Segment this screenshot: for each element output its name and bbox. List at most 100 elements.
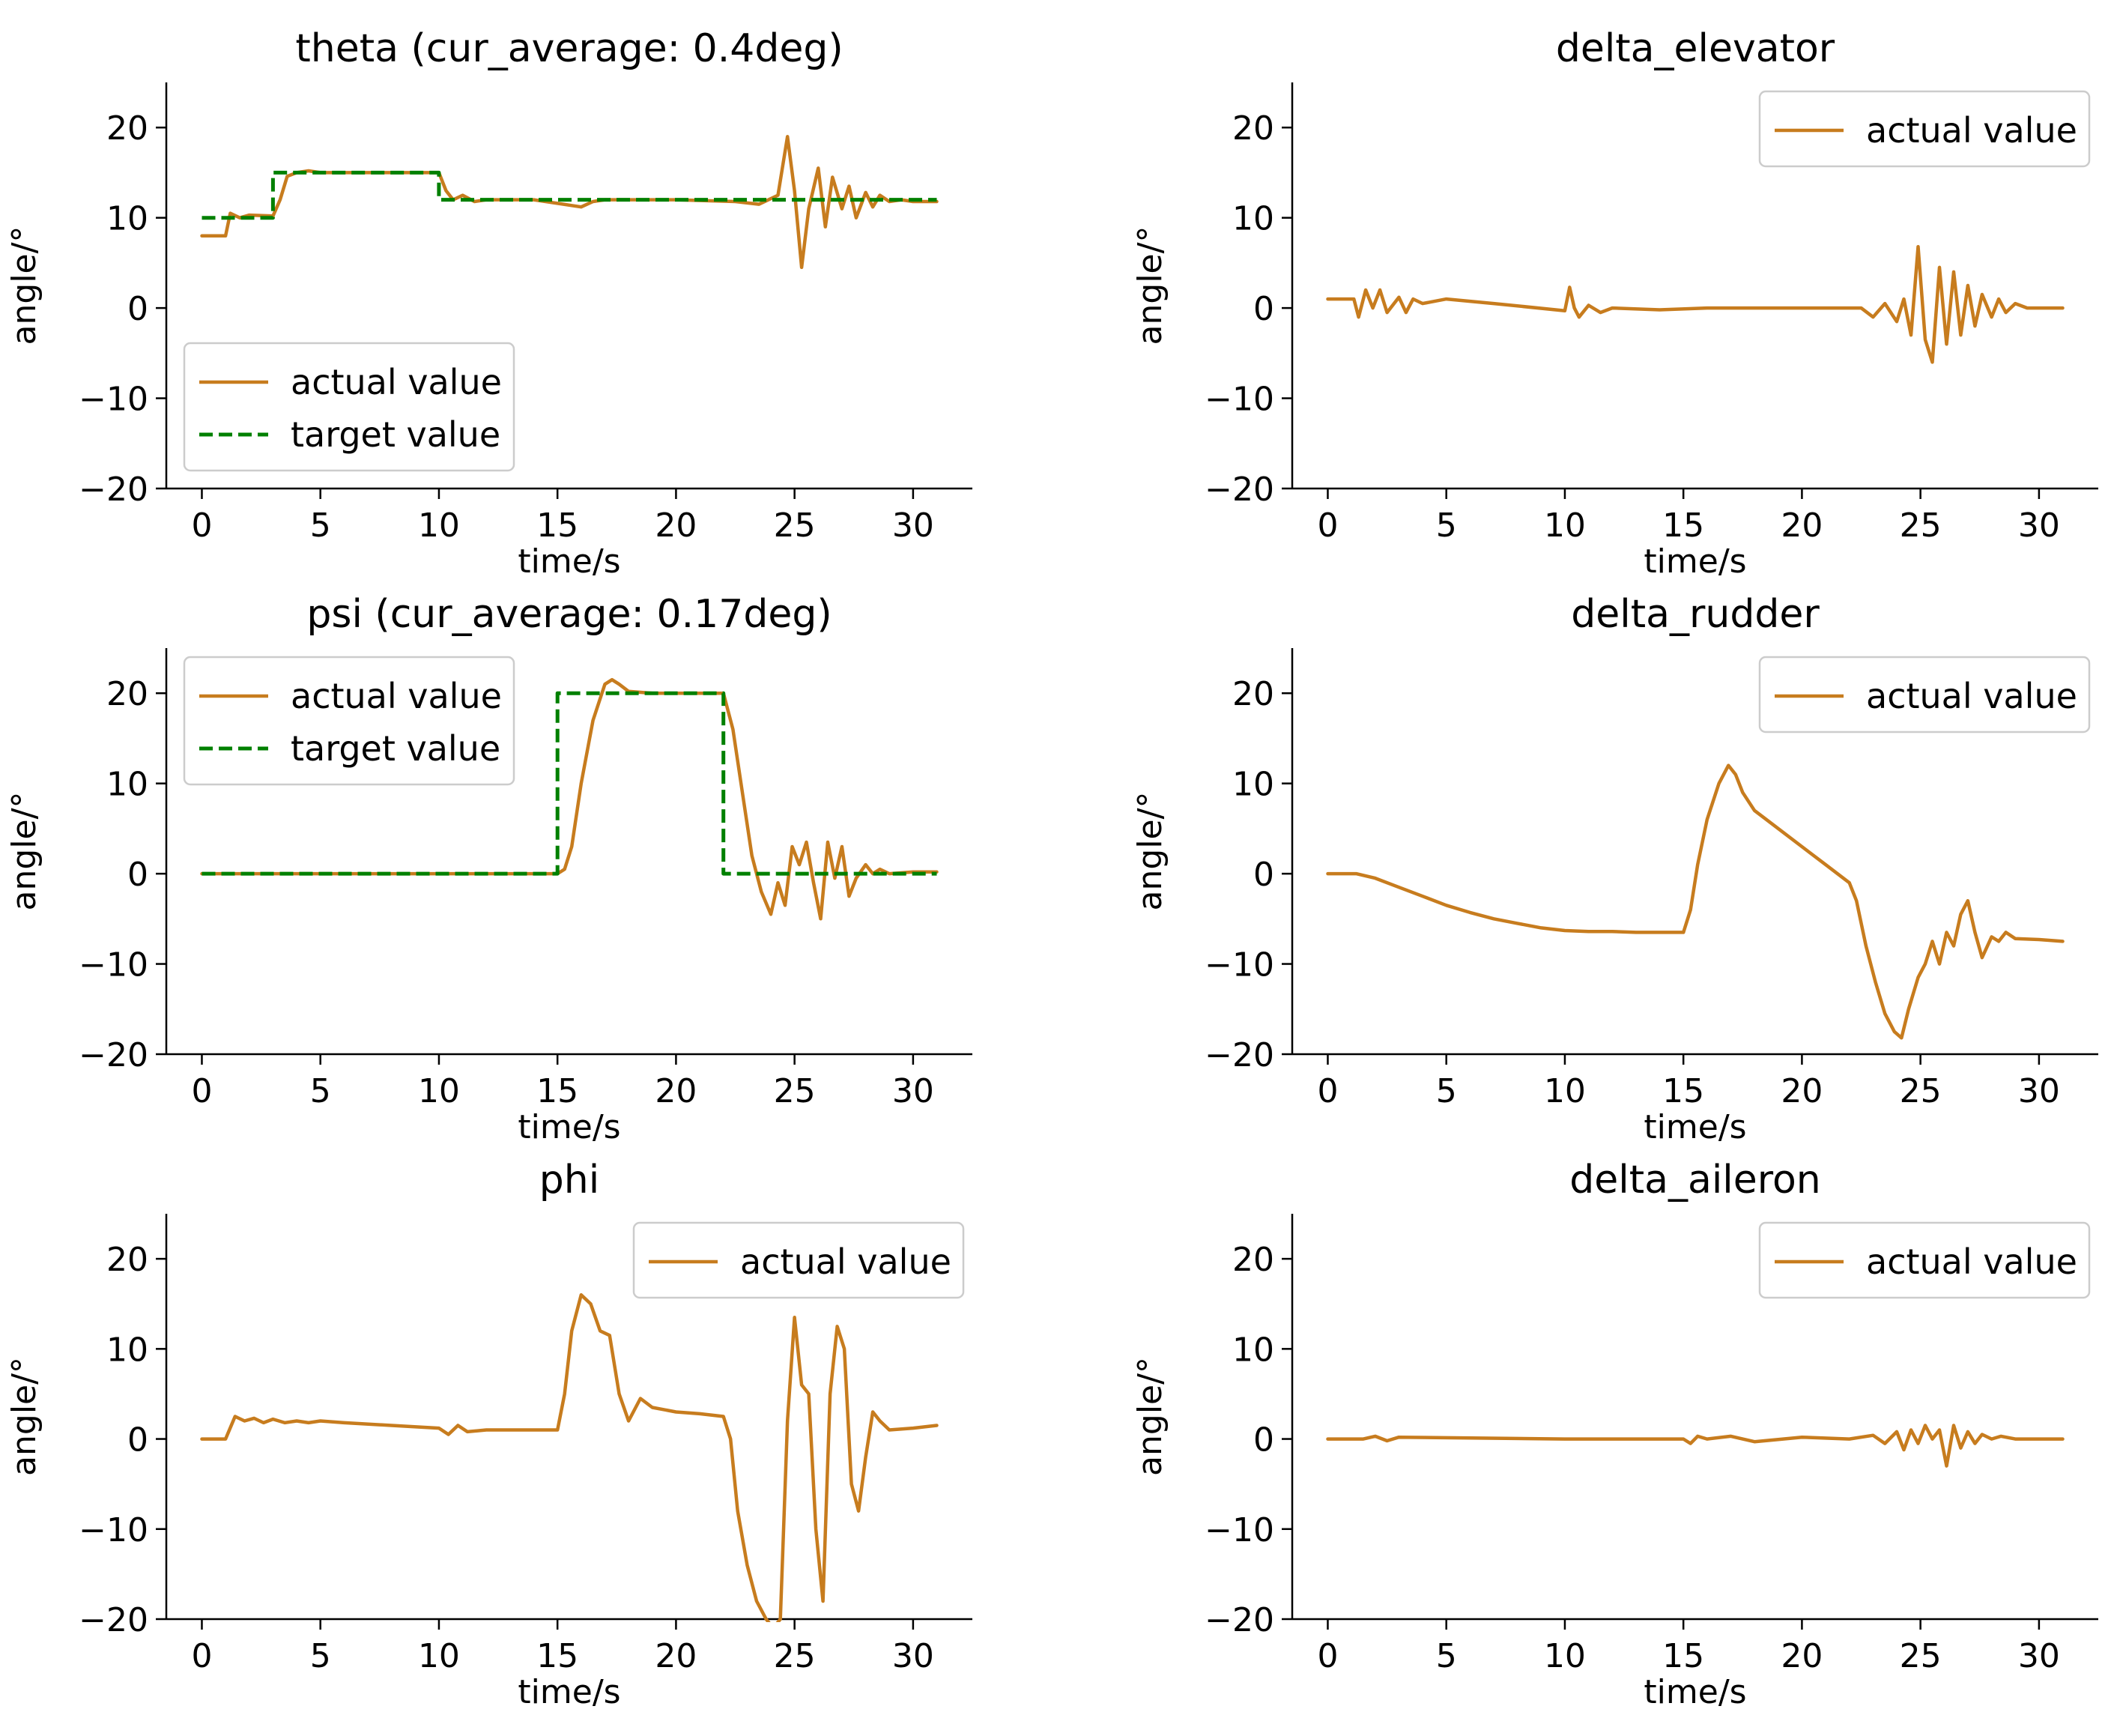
y-tick-label: −20 bbox=[1205, 1036, 1274, 1074]
chart-title: delta_elevator bbox=[1556, 26, 1835, 71]
x-tick-label: 15 bbox=[536, 1637, 578, 1675]
series-line-actual-value bbox=[200, 1292, 939, 1622]
y-tick-label: −20 bbox=[1205, 1601, 1274, 1639]
y-tick-label: 10 bbox=[106, 1331, 148, 1369]
y-tick-label: 20 bbox=[106, 675, 148, 713]
legend-label: target value bbox=[291, 414, 500, 455]
x-tick-label: 20 bbox=[655, 506, 697, 545]
y-axis-label: angle/° bbox=[1131, 226, 1169, 345]
series-line-target-value bbox=[202, 170, 937, 220]
y-axis-label: angle/° bbox=[5, 226, 43, 345]
y-tick-label: 10 bbox=[1232, 766, 1274, 804]
legend: actual value bbox=[632, 1221, 965, 1299]
x-tick-label: 25 bbox=[774, 506, 816, 545]
y-tick-label: −20 bbox=[79, 1601, 148, 1639]
series-line-actual-value bbox=[1326, 763, 2065, 1040]
legend-label: actual value bbox=[740, 1241, 951, 1282]
y-axis-label: angle/° bbox=[5, 1357, 43, 1476]
x-tick-label: 0 bbox=[1317, 1637, 1338, 1675]
y-tick-label: 20 bbox=[106, 1241, 148, 1279]
x-tick-label: 0 bbox=[1317, 506, 1338, 545]
plot-lines bbox=[1326, 763, 2065, 1040]
legend-label: actual value bbox=[1866, 110, 2077, 151]
legend-box bbox=[183, 656, 515, 786]
y-tick-label: −20 bbox=[79, 1036, 148, 1074]
legend-box bbox=[183, 342, 515, 472]
x-axis-label: time/s bbox=[518, 542, 620, 581]
y-tick-label: 20 bbox=[1232, 109, 1274, 148]
legend-box bbox=[1758, 656, 2091, 734]
x-tick-label: 20 bbox=[1781, 1072, 1823, 1110]
plot-lines bbox=[1326, 1424, 2065, 1468]
series-line-actual-value bbox=[1326, 1424, 2065, 1468]
x-tick-label: 25 bbox=[1900, 1072, 1942, 1110]
x-tick-label: 5 bbox=[310, 1637, 331, 1675]
x-tick-label: 10 bbox=[1544, 506, 1586, 545]
x-tick-label: 30 bbox=[2018, 1072, 2060, 1110]
x-tick-label: 0 bbox=[1317, 1072, 1338, 1110]
x-tick-label: 5 bbox=[310, 506, 331, 545]
x-tick-label: 0 bbox=[191, 1637, 212, 1675]
plot-lines bbox=[200, 135, 939, 270]
x-tick-label: 0 bbox=[191, 506, 212, 545]
legend-label: actual value bbox=[291, 676, 502, 716]
x-axis-label: time/s bbox=[1644, 1673, 1746, 1711]
legend: actual value target value bbox=[183, 656, 515, 786]
x-tick-label: 15 bbox=[536, 506, 578, 545]
chart-title: phi bbox=[539, 1158, 599, 1203]
chart-title: delta_aileron bbox=[1569, 1158, 1820, 1203]
y-tick-label: 0 bbox=[127, 1421, 148, 1460]
y-tick-label: 0 bbox=[127, 856, 148, 894]
series-line-target-value bbox=[202, 691, 937, 876]
x-axis-label: time/s bbox=[518, 1673, 620, 1711]
y-tick-label: 10 bbox=[1232, 1331, 1274, 1369]
series-line-actual-value bbox=[1326, 244, 2065, 364]
legend: actual value bbox=[1758, 90, 2091, 168]
legend-label: target value bbox=[291, 728, 500, 769]
legend-box bbox=[632, 1221, 965, 1299]
y-tick-label: 10 bbox=[1232, 200, 1274, 238]
x-tick-label: 0 bbox=[191, 1072, 212, 1110]
x-tick-label: 5 bbox=[310, 1072, 331, 1110]
legend: actual value bbox=[1758, 1221, 2091, 1299]
y-tick-label: 0 bbox=[127, 290, 148, 328]
y-tick-label: −10 bbox=[79, 946, 148, 985]
series-line-actual-value bbox=[200, 677, 939, 921]
x-tick-label: 10 bbox=[418, 506, 460, 545]
x-tick-label: 25 bbox=[1900, 1637, 1942, 1675]
x-tick-label: 20 bbox=[1781, 1637, 1823, 1675]
y-tick-label: 0 bbox=[1253, 856, 1274, 894]
subplot-psi: psi (cur_average: 0.17deg) 0 5 10 15 20 25 30 −2… bbox=[5, 592, 972, 1146]
x-tick-label: 15 bbox=[1662, 506, 1704, 545]
y-tick-label: −10 bbox=[1205, 1511, 1274, 1549]
subplot-delta_aileron: delta_aileron 0 5 10 15 20 25 30 −20 −10 0 10 20 time… bbox=[1131, 1158, 2098, 1711]
subplot-phi: phi 0 5 10 15 20 25 30 −20 −10 0 10 20 time/s angle/° a… bbox=[5, 1158, 972, 1711]
legend-box bbox=[1758, 1221, 2091, 1299]
y-axis-label: angle/° bbox=[5, 792, 43, 911]
y-tick-label: 0 bbox=[1253, 290, 1274, 328]
y-tick-label: −10 bbox=[79, 381, 148, 419]
y-tick-label: −20 bbox=[1205, 471, 1274, 509]
y-tick-label: 10 bbox=[106, 766, 148, 804]
subplot-delta_rudder: delta_rudder 0 5 10 15 20 25 30 −20 −10 0 10 20 time/… bbox=[1131, 592, 2098, 1146]
y-tick-label: 20 bbox=[1232, 675, 1274, 713]
chart-title: delta_rudder bbox=[1571, 592, 1820, 637]
y-tick-label: 10 bbox=[106, 200, 148, 238]
plot-lines bbox=[200, 677, 939, 921]
x-tick-label: 25 bbox=[774, 1637, 816, 1675]
y-tick-label: −10 bbox=[1205, 381, 1274, 419]
y-tick-label: −20 bbox=[79, 471, 148, 509]
series-line-actual-value bbox=[200, 135, 939, 270]
x-tick-label: 20 bbox=[655, 1637, 697, 1675]
chart-title: psi (cur_average: 0.17deg) bbox=[306, 592, 832, 637]
x-tick-label: 30 bbox=[892, 506, 934, 545]
x-tick-label: 10 bbox=[418, 1637, 460, 1675]
x-tick-label: 20 bbox=[655, 1072, 697, 1110]
y-tick-label: 20 bbox=[1232, 1241, 1274, 1279]
x-axis-label: time/s bbox=[1644, 542, 1746, 581]
x-tick-label: 20 bbox=[1781, 506, 1823, 545]
y-tick-label: −10 bbox=[1205, 946, 1274, 985]
x-tick-label: 15 bbox=[536, 1072, 578, 1110]
x-tick-label: 5 bbox=[1436, 506, 1457, 545]
x-tick-label: 30 bbox=[892, 1072, 934, 1110]
